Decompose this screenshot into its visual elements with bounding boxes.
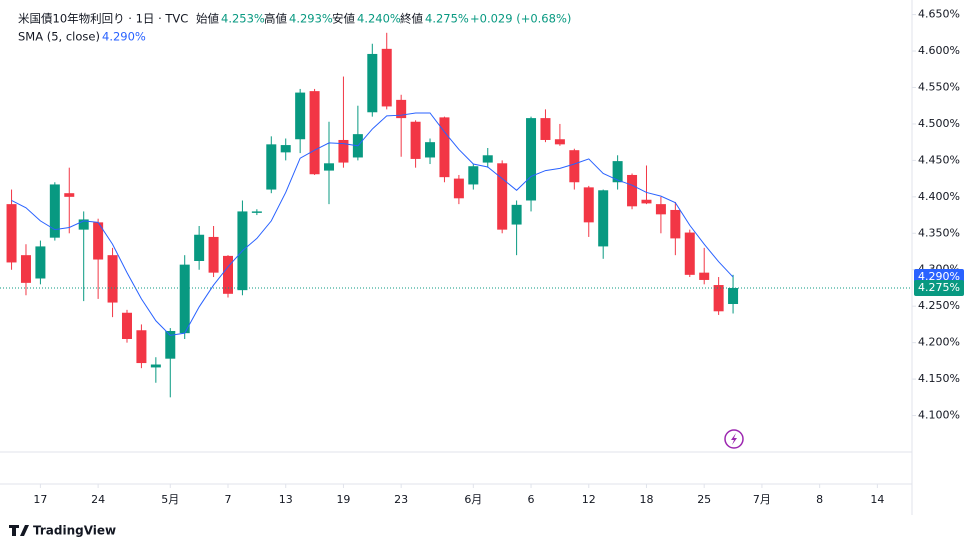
y-tick-label: 4.350%: [918, 226, 960, 239]
candle-body: [583, 187, 594, 223]
candle-body: [208, 236, 219, 273]
candle-body: [93, 222, 104, 260]
x-tick-label: 8: [816, 493, 823, 506]
candle-body: [728, 287, 739, 305]
candle-body: [381, 48, 392, 107]
x-tick-label: 18: [639, 493, 653, 506]
candle-body: [554, 139, 565, 145]
y-tick-label: 4.250%: [918, 299, 960, 312]
candle-body: [309, 91, 320, 175]
x-tick-label: 24: [91, 493, 105, 506]
close-value: 4.275%: [425, 12, 469, 26]
candle-body: [540, 118, 551, 140]
sma-line: [11, 112, 734, 336]
candle-body: [612, 161, 623, 183]
high-value: 4.293%: [289, 12, 333, 26]
candle-body: [35, 246, 46, 279]
x-tick-label: 7: [225, 493, 232, 506]
candle-body: [20, 255, 31, 283]
last-price-label: 4.275%: [918, 281, 960, 294]
x-tick-label: 5月: [161, 493, 179, 506]
candle-body: [64, 193, 75, 197]
candle-body: [367, 53, 378, 113]
candle-body: [107, 255, 118, 303]
x-tick-label: 12: [582, 493, 596, 506]
indicator-value: 4.290%: [102, 30, 146, 44]
candle-body: [121, 312, 132, 339]
candle-body: [684, 232, 695, 275]
candle-body: [511, 204, 522, 225]
candle-body: [569, 150, 580, 183]
y-tick-label: 4.550%: [918, 80, 960, 93]
candle-body: [150, 364, 161, 368]
candle-body: [136, 330, 147, 364]
open-value: 4.253%: [221, 12, 265, 26]
candle-body: [251, 211, 262, 213]
x-tick-label: 14: [870, 493, 884, 506]
candle-body: [670, 209, 681, 239]
candle-body: [6, 204, 17, 263]
x-tick-label: 23: [394, 493, 408, 506]
candle-body: [439, 117, 450, 178]
symbol-title: 米国債10年物利回り · 1日 · TVC: [18, 12, 188, 26]
candle-body: [223, 255, 233, 294]
y-tick-label: 4.100%: [918, 409, 960, 422]
candle-body: [338, 139, 349, 163]
candle-body: [295, 92, 306, 140]
low-label: 安値: [332, 12, 355, 26]
candle-body: [425, 142, 436, 158]
candle-body: [526, 118, 537, 201]
candle-body: [497, 163, 508, 230]
candle-body: [713, 285, 724, 312]
last-price-badge: [914, 279, 964, 296]
candle-body: [655, 204, 666, 215]
candle-body: [641, 199, 652, 204]
candle-body: [266, 144, 277, 190]
x-tick-label: 7月: [753, 493, 771, 506]
y-tick-label: 4.500%: [918, 117, 960, 130]
x-tick-label: 25: [697, 493, 711, 506]
candle-body: [468, 166, 479, 185]
high-label: 高値: [264, 12, 287, 26]
brand: TradingView: [33, 524, 116, 538]
x-tick-label: 17: [33, 493, 47, 506]
candle-body: [453, 178, 464, 199]
y-tick-label: 4.200%: [918, 336, 960, 349]
candle-body: [396, 99, 407, 119]
candle-body: [324, 163, 335, 171]
x-tick-label: 6: [528, 493, 535, 506]
y-tick-label: 4.150%: [918, 372, 960, 385]
indicator-name: SMA (5, close): [18, 30, 100, 44]
x-tick-label: 6月: [464, 493, 482, 506]
candle-body: [194, 234, 205, 261]
candle-body: [179, 264, 190, 334]
candle-body: [482, 155, 493, 163]
candle-body: [410, 121, 421, 159]
candle-body: [627, 174, 638, 207]
candle-body: [598, 190, 609, 247]
low-value: 4.240%: [357, 12, 401, 26]
sma-badge-label: 4.290%: [918, 270, 960, 283]
close-label: 終値: [400, 12, 423, 26]
logo[interactable]: TradingView: [9, 524, 116, 538]
y-tick-label: 4.400%: [918, 190, 960, 203]
alert-icon[interactable]: [724, 429, 744, 449]
y-tick-label: 4.600%: [918, 44, 960, 57]
y-tick-label: 4.650%: [918, 8, 960, 21]
x-tick-label: 13: [279, 493, 293, 506]
change: +0.029 (+0.68%): [470, 12, 571, 26]
x-tick-label: 19: [336, 493, 350, 506]
open-label: 始値: [196, 12, 219, 26]
candle-body: [165, 330, 176, 359]
candle-body: [49, 184, 60, 238]
candle-body: [699, 272, 710, 280]
y-tick-label: 4.450%: [918, 153, 960, 166]
candle-body: [280, 145, 291, 153]
candle-body: [78, 219, 89, 230]
